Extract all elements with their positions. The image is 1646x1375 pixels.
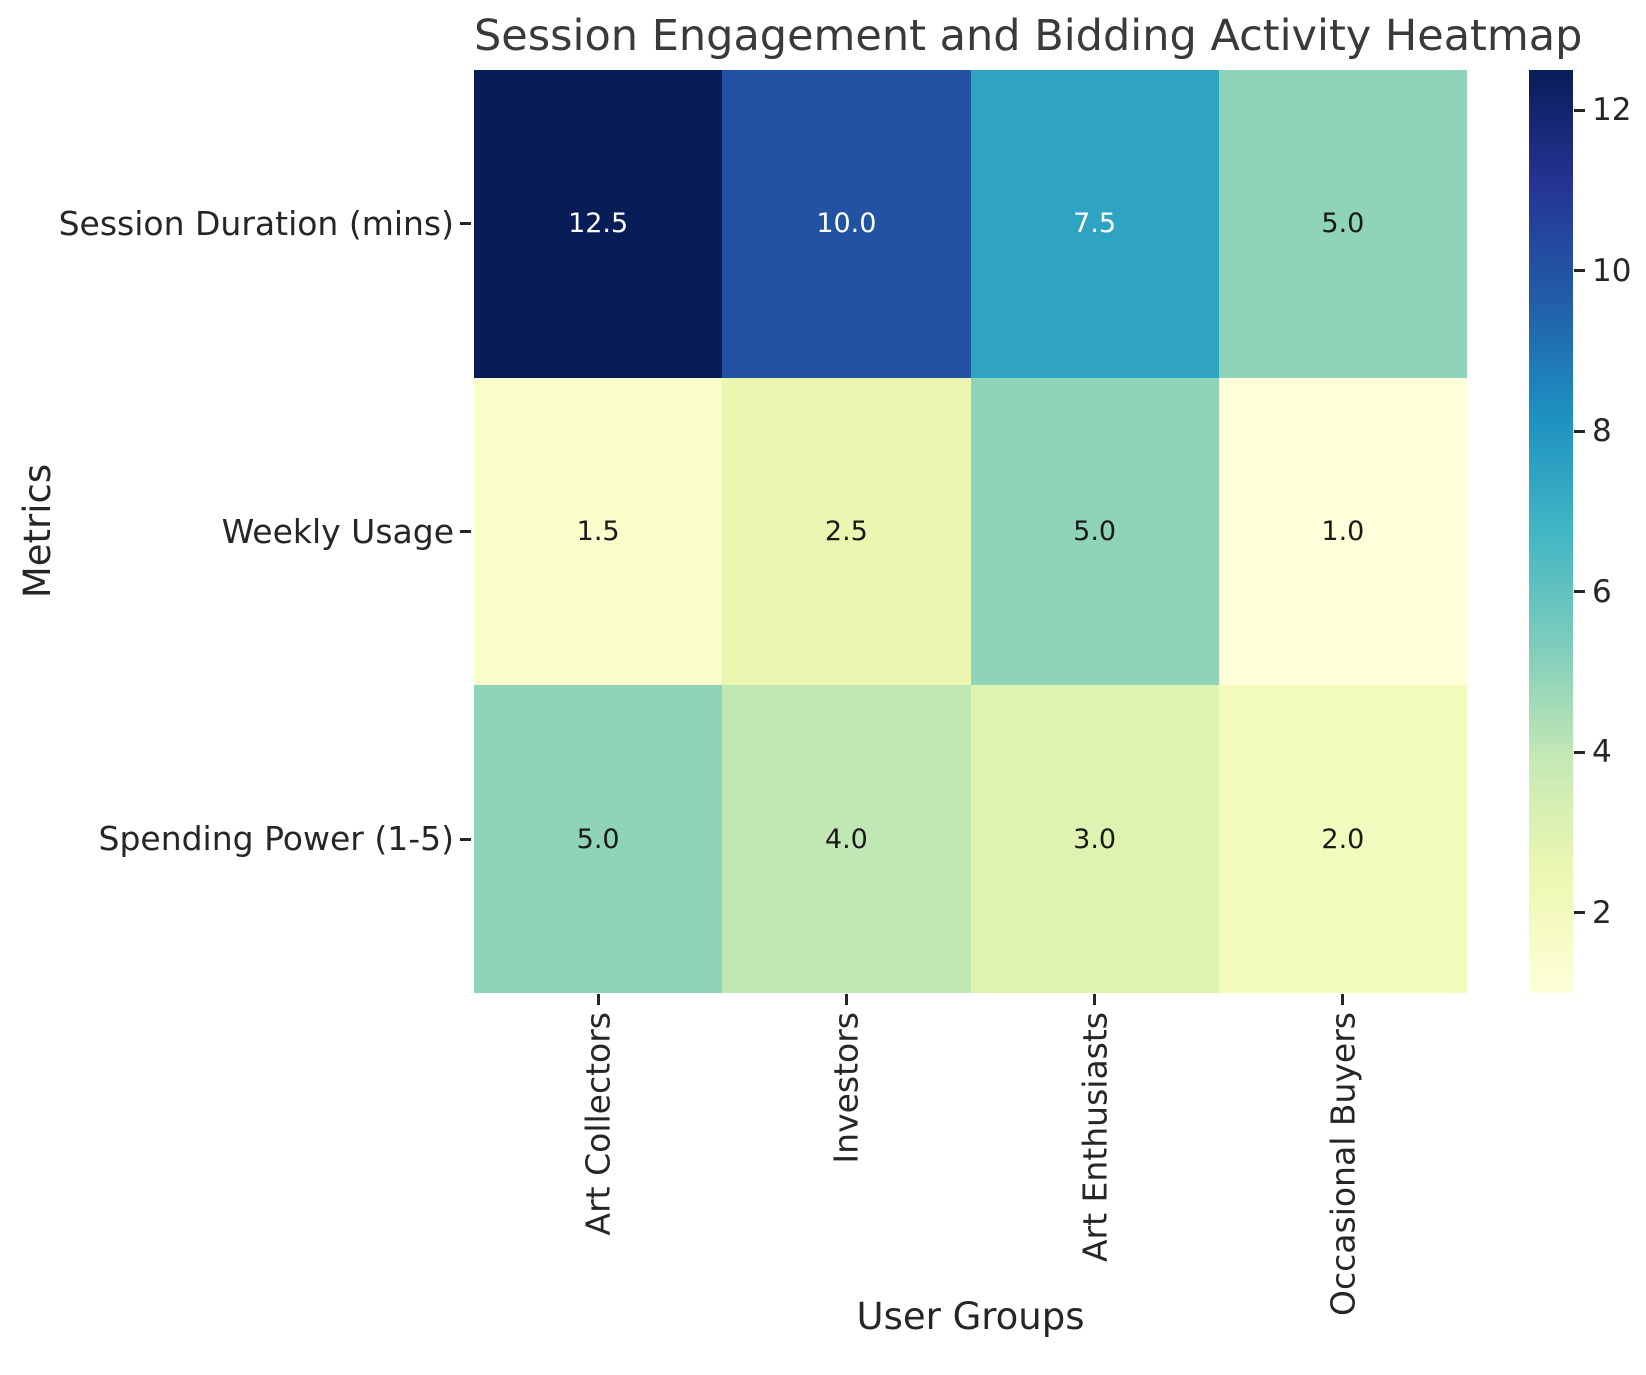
x-tick-mark <box>1093 994 1097 1005</box>
heatmap-cell: 2.0 <box>1218 685 1467 993</box>
colorbar-tick-label: 6 <box>1592 573 1612 610</box>
heatmap-cell: 2.5 <box>722 377 971 686</box>
x-tick-label: Art Enthusiasts <box>1075 1012 1115 1263</box>
colorbar-tick-mark <box>1574 108 1585 112</box>
colorbar-tick-label: 10 <box>1592 252 1632 289</box>
colorbar-tick-mark <box>1574 911 1585 915</box>
colorbar-tick-mark <box>1574 269 1585 273</box>
colorbar-tick-label: 2 <box>1592 894 1612 931</box>
y-tick-mark <box>460 222 471 226</box>
x-tick-mark <box>844 994 848 1005</box>
heatmap-cell: 4.0 <box>722 685 971 993</box>
x-tick-label: Occasional Buyers <box>1323 1012 1363 1316</box>
heatmap-cell: 3.0 <box>970 685 1219 993</box>
x-tick-mark <box>1341 994 1345 1005</box>
colorbar-tick-mark <box>1574 590 1585 594</box>
heatmap-cell: 12.5 <box>474 70 723 378</box>
heatmap-cell: 5.0 <box>474 685 723 993</box>
y-tick-mark <box>460 837 471 841</box>
heatmap-cell: 10.0 <box>722 70 971 378</box>
x-tick-label: Investors <box>826 1012 866 1164</box>
y-tick-mark <box>460 530 471 533</box>
x-axis-title: User Groups <box>856 1295 1085 1338</box>
heatmap-cell: 1.0 <box>1218 377 1467 686</box>
colorbar-tick-mark <box>1574 750 1585 754</box>
y-tick-label: Spending Power (1-5) <box>98 819 455 859</box>
heatmap-grid: 12.5 10.0 7.5 5.0 1.5 2.5 5.0 1.0 5.0 4.0 3.0 2.0 <box>474 70 1467 993</box>
y-tick-label: Session Duration (mins) <box>58 203 454 243</box>
colorbar-tick-label: 8 <box>1592 413 1612 450</box>
y-tick-label: Weekly Usage <box>221 511 454 551</box>
colorbar <box>1529 70 1573 993</box>
colorbar-tick-mark <box>1574 429 1585 433</box>
colorbar-tick-label: 4 <box>1592 734 1612 771</box>
chart-title: Session Engagement and Bidding Activity … <box>474 11 1583 61</box>
heatmap-cell: 7.5 <box>970 70 1219 378</box>
heatmap-cell: 1.5 <box>474 377 723 686</box>
x-tick-label: Art Collectors <box>578 1012 618 1236</box>
x-tick-mark <box>596 994 600 1005</box>
heatmap-cell: 5.0 <box>1218 70 1467 378</box>
colorbar-tick-label: 12 <box>1592 92 1632 129</box>
heatmap-cell: 5.0 <box>970 377 1219 686</box>
